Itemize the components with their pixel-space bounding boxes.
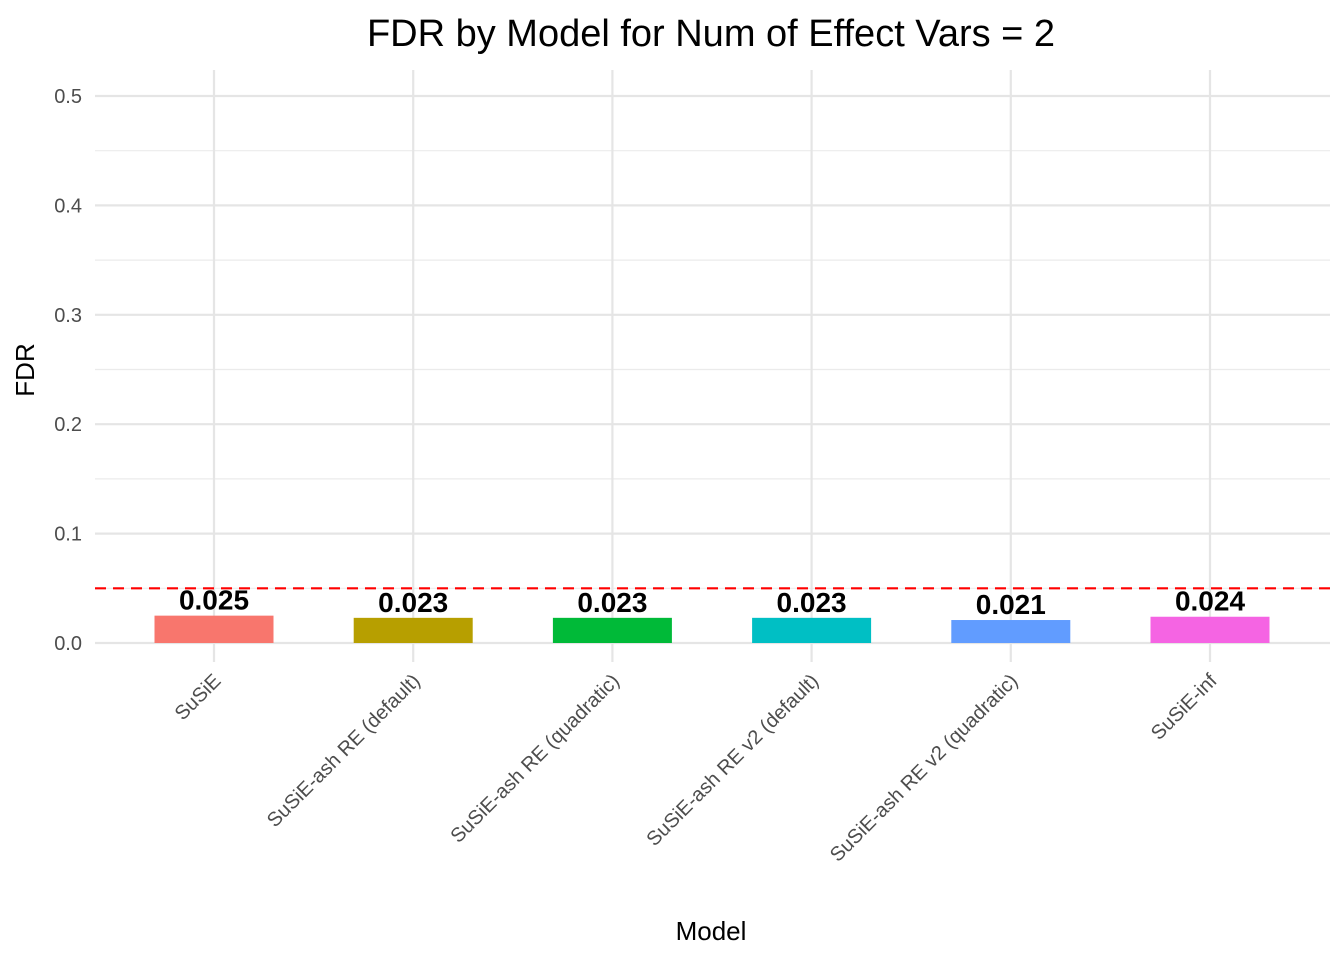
bar [154, 615, 274, 643]
bar [552, 617, 672, 643]
x-axis-title: Model [676, 916, 747, 946]
bar-value-label: 0.024 [1175, 586, 1245, 617]
x-tick-label: SuSiE-ash RE (quadratic) [446, 670, 623, 847]
y-tick-label: 0.3 [54, 305, 82, 327]
bar [1150, 616, 1270, 643]
bar-value-label: 0.023 [378, 587, 448, 618]
x-tick-label: SuSiE-ash RE v2 (default) [643, 670, 824, 851]
y-axis-title: FDR [10, 343, 40, 396]
x-tick-label: SuSiE-ash RE v2 (quadratic) [826, 670, 1022, 866]
bar-value-label: 0.023 [577, 587, 647, 618]
y-tick-label: 0.0 [54, 633, 82, 655]
bar-layer [154, 615, 1270, 643]
y-tick-label: 0.5 [54, 86, 82, 108]
x-tick-label: SuSiE-inf [1147, 670, 1222, 745]
y-tick-label: 0.2 [54, 414, 82, 436]
bar-value-label: 0.023 [777, 587, 847, 618]
chart-title: FDR by Model for Num of Effect Vars = 2 [367, 13, 1055, 55]
grid-layer [95, 70, 1330, 662]
bar [353, 617, 473, 643]
bar-value-label: 0.025 [179, 585, 249, 616]
data-label-layer: 0.025 0.023 0.023 0.023 0.021 0.024 [179, 585, 1245, 620]
y-tick-label: 0.4 [54, 195, 82, 217]
y-tick-label: 0.1 [54, 524, 82, 546]
bar [951, 620, 1071, 643]
y-axis-ticks: 0.0 0.1 0.2 0.3 0.4 0.5 [54, 86, 82, 655]
x-axis-ticks: SuSiE SuSiE-ash RE (default) SuSiE-ash RE … [171, 670, 1222, 867]
bar [752, 617, 872, 643]
x-tick-label: SuSiE [171, 670, 226, 725]
x-tick-label: SuSiE-ash RE (default) [263, 670, 425, 832]
bar-value-label: 0.021 [976, 589, 1046, 620]
